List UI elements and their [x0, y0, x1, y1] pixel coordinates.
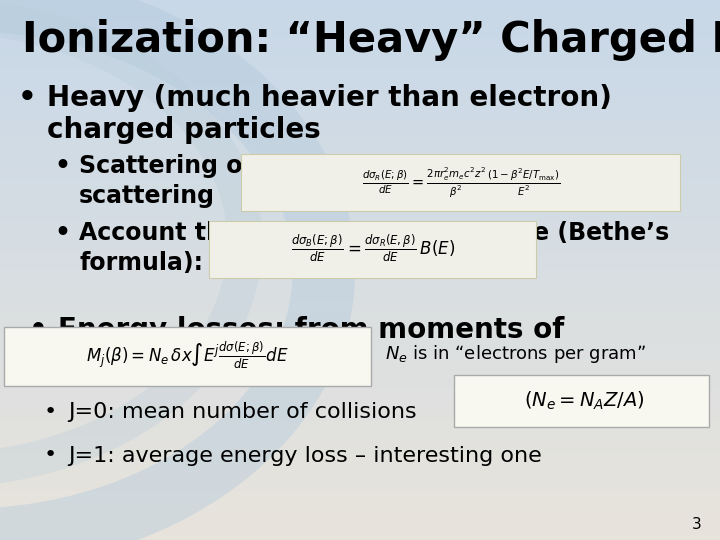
- Text: $\frac{d\sigma_R(E;\beta)}{dE} = \frac{2\pi r_e^2 m_e c^2 z^2}{\beta^2} \frac{(1: $\frac{d\sigma_R(E;\beta)}{dE} = \frac{2…: [361, 165, 560, 200]
- Text: $M_j(\beta) = N_e\,\delta x \int E^j \frac{d\sigma(E;\beta)}{dE}dE$: $M_j(\beta) = N_e\,\delta x \int E^j \fr…: [86, 340, 289, 373]
- Text: formula):: formula):: [79, 251, 203, 275]
- Text: •: •: [54, 154, 70, 178]
- Text: Account that electrons are not free (Bethe’s: Account that electrons are not free (Bet…: [79, 221, 670, 245]
- Text: J=1: average energy loss – interesting one: J=1: average energy loss – interesting o…: [68, 446, 542, 465]
- FancyBboxPatch shape: [454, 375, 709, 427]
- Text: •: •: [43, 402, 56, 422]
- Text: Scattering on  free electrons: Rutherford: Scattering on free electrons: Rutherford: [79, 154, 626, 178]
- Text: 3: 3: [692, 517, 702, 532]
- FancyBboxPatch shape: [4, 327, 371, 386]
- FancyBboxPatch shape: [241, 154, 680, 211]
- Text: •: •: [54, 221, 70, 245]
- Text: charged particles: charged particles: [47, 116, 320, 144]
- FancyBboxPatch shape: [209, 221, 536, 278]
- Text: •: •: [18, 84, 37, 112]
- Text: Energy losses: from moments of: Energy losses: from moments of: [58, 316, 564, 344]
- Text: J=0: mean number of collisions: J=0: mean number of collisions: [68, 402, 417, 422]
- Text: •: •: [29, 316, 48, 344]
- Text: Heavy (much heavier than electron): Heavy (much heavier than electron): [47, 84, 612, 112]
- Text: scattering: scattering: [79, 184, 215, 207]
- Text: •: •: [43, 446, 56, 465]
- Text: $\frac{d\sigma_B(E;\beta)}{dE} = \frac{d\sigma_R(E,\beta)}{dE}\, B(E)$: $\frac{d\sigma_B(E;\beta)}{dE} = \frac{d…: [291, 233, 455, 266]
- Text: $N_e$ is in “electrons per gram”: $N_e$ is in “electrons per gram”: [385, 343, 646, 364]
- Text: $\left(N_e = N_A Z/A\right)$: $\left(N_e = N_A Z/A\right)$: [524, 389, 645, 412]
- Text: Ionization: “Heavy” Charged Particles: Ionization: “Heavy” Charged Particles: [22, 19, 720, 61]
